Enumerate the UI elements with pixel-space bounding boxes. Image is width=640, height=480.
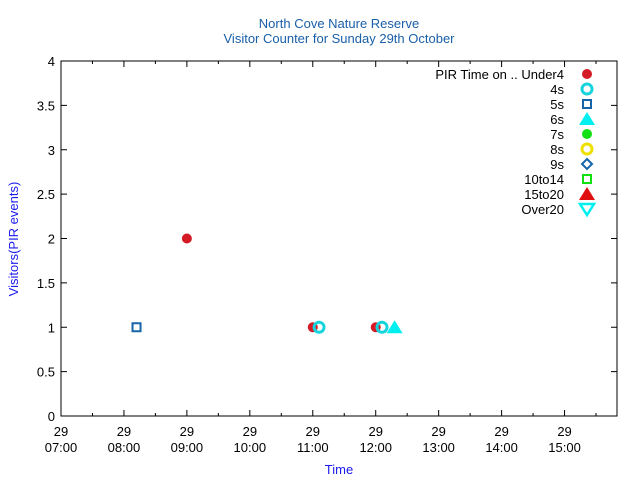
data-point-4s: [375, 320, 389, 334]
chart-subtitle: Visitor Counter for Sunday 29th October: [224, 31, 456, 46]
y-tick-label: 1: [48, 320, 55, 335]
x-tick-label-day: 29: [557, 424, 571, 439]
y-tick-label: 4: [48, 54, 55, 69]
legend-label: 5s: [550, 97, 564, 112]
x-tick-label-day: 29: [306, 424, 320, 439]
x-tick-label-time: 08:00: [108, 440, 141, 455]
legend-marker: [582, 129, 592, 139]
legend-marker: [582, 69, 592, 79]
data-points: [131, 233, 403, 334]
legend-marker: [580, 157, 594, 171]
data-point-4s: [312, 320, 326, 334]
data-point-5s: [131, 322, 142, 333]
legend-label: 6s: [550, 112, 564, 127]
x-axis: 2907:002908:002909:002910:002911:002912:…: [45, 61, 597, 455]
legend-label: 10to14: [524, 172, 564, 187]
y-tick-label: 0: [48, 409, 55, 424]
chart-title: North Cove Nature Reserve: [259, 16, 419, 31]
y-axis-label: Visitors(PIR events): [6, 182, 21, 297]
data-point-under4: [181, 233, 192, 244]
x-tick-label-time: 09:00: [171, 440, 204, 455]
y-tick-label: 2.5: [37, 187, 55, 202]
legend-label: PIR Time on .. Under4: [435, 67, 564, 82]
y-tick-label: 1.5: [37, 276, 55, 291]
x-axis-label: Time: [325, 462, 353, 477]
x-tick-label-time: 07:00: [45, 440, 78, 455]
y-tick-label: 0.5: [37, 365, 55, 380]
legend-marker: [582, 174, 592, 184]
legend-marker: [580, 142, 594, 156]
legend-label: 4s: [550, 82, 564, 97]
x-tick-label-day: 29: [117, 424, 131, 439]
legend-label: Over20: [521, 202, 564, 217]
x-tick-label-time: 15:00: [548, 440, 581, 455]
x-tick-label-day: 29: [368, 424, 382, 439]
y-tick-label: 3.5: [37, 98, 55, 113]
x-tick-label-day: 29: [494, 424, 508, 439]
legend-label: 15to20: [524, 187, 564, 202]
legend: PIR Time on .. Under44s5s6s7s8s9s10to141…: [435, 67, 597, 218]
legend-label: 7s: [550, 127, 564, 142]
x-tick-label-time: 10:00: [234, 440, 267, 455]
legend-label: 9s: [550, 157, 564, 172]
legend-marker: [580, 82, 594, 96]
legend-label: 8s: [550, 142, 564, 157]
data-point-6s: [386, 320, 403, 334]
legend-marker: [582, 99, 592, 109]
x-tick-label-time: 12:00: [359, 440, 392, 455]
y-axis: 0 0.5 1 1.5 2 2.5 3 3.5 4: [37, 54, 617, 424]
x-tick-label-time: 13:00: [422, 440, 455, 455]
x-tick-label-day: 29: [431, 424, 445, 439]
legend-marker: [577, 202, 597, 218]
y-tick-label: 3: [48, 143, 55, 158]
x-tick-label-day: 29: [54, 424, 68, 439]
y-tick-label: 2: [48, 232, 55, 247]
x-tick-label-day: 29: [243, 424, 257, 439]
plot-frame: [60, 60, 618, 417]
legend-marker: [579, 187, 595, 200]
x-tick-label-day: 29: [180, 424, 194, 439]
x-tick-label-time: 14:00: [485, 440, 518, 455]
legend-marker: [579, 112, 595, 125]
x-tick-label-time: 11:00: [297, 440, 329, 455]
